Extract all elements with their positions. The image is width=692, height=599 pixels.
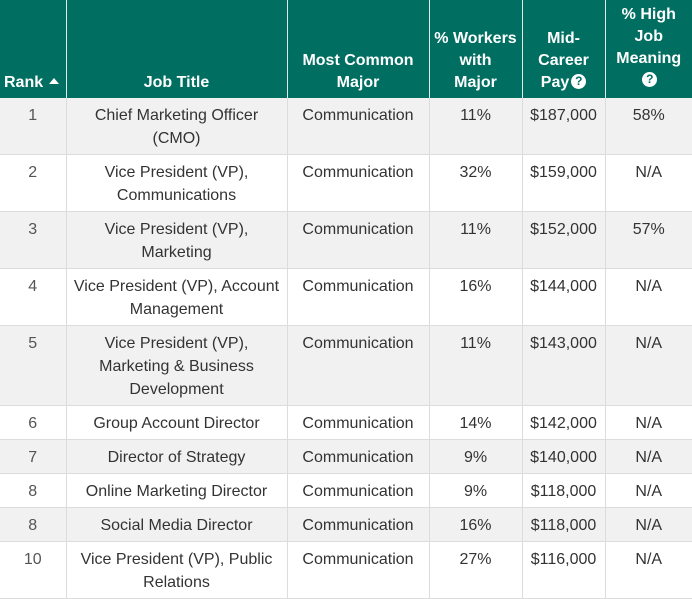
pay-cell: $118,000 <box>522 507 606 542</box>
workers-cell: 11% <box>429 211 523 269</box>
rank-cell: 4 <box>0 268 67 326</box>
job-title-cell: Director of Strategy <box>66 439 288 474</box>
pay-cell: $142,000 <box>522 405 606 440</box>
table-row: 1 Chief Marketing Officer (CMO) Communic… <box>0 98 692 155</box>
workers-cell: 9% <box>429 439 523 474</box>
table-row: 4 Vice President (VP), Account Managemen… <box>0 268 692 326</box>
workers-header-line: % Workers <box>434 30 517 47</box>
pay-cell: $159,000 <box>522 154 606 212</box>
table-row: 8 Online Marketing Director Communicatio… <box>0 473 692 508</box>
pay-header-line: Career <box>538 52 589 69</box>
workers-cell: 11% <box>429 98 523 155</box>
major-cell: Communication <box>287 98 430 155</box>
job-title-cell: Vice President (VP), Public Relations <box>66 541 288 599</box>
sort-ascending-icon[interactable] <box>49 77 60 84</box>
job-title-header[interactable]: Job Title <box>66 0 288 98</box>
meaning-cell: N/A <box>605 473 692 508</box>
table-row: 7 Director of Strategy Communication 9% … <box>0 439 692 474</box>
pay-cell: $116,000 <box>522 541 606 599</box>
job-title-header-label: Job Title <box>143 74 210 91</box>
table-row: 3 Vice President (VP), Marketing Communi… <box>0 211 692 269</box>
workers-cell: 16% <box>429 507 523 542</box>
meaning-cell: 57% <box>605 211 692 269</box>
pay-cell: $187,000 <box>522 98 606 155</box>
meaning-header-line: Meaning <box>616 50 682 67</box>
table-row: 2 Vice President (VP), Communications Co… <box>0 154 692 212</box>
major-header-line: Major <box>336 74 380 91</box>
rank-cell: 3 <box>0 211 67 269</box>
job-title-cell: Vice President (VP), Account Management <box>66 268 288 326</box>
table-row: 6 Group Account Director Communication 1… <box>0 405 692 440</box>
job-title-cell: Vice President (VP), Marketing & Busines… <box>66 325 288 406</box>
major-cell: Communication <box>287 268 430 326</box>
pay-header[interactable]: Mid- Career Pay? <box>522 0 606 98</box>
workers-header-line: Major <box>454 74 497 91</box>
header-row: Rank Job Title Most Common Major % Worker… <box>0 0 692 98</box>
rank-cell: 2 <box>0 154 67 212</box>
meaning-header-line: Job <box>634 28 663 45</box>
rank-cell: 1 <box>0 98 67 155</box>
meaning-cell: N/A <box>605 541 692 599</box>
job-title-cell: Vice President (VP), Communications <box>66 154 288 212</box>
pay-help-icon[interactable]: ? <box>571 74 587 90</box>
meaning-cell: N/A <box>605 507 692 542</box>
workers-cell: 32% <box>429 154 523 212</box>
meaning-cell: N/A <box>605 154 692 212</box>
rank-header[interactable]: Rank <box>0 0 67 98</box>
rank-cell: 8 <box>0 507 67 542</box>
pay-cell: $144,000 <box>522 268 606 326</box>
job-title-cell: Online Marketing Director <box>66 473 288 508</box>
meaning-header-line: % High <box>621 6 676 23</box>
rank-cell: 5 <box>0 325 67 406</box>
table-row: 10 Vice President (VP), Public Relations… <box>0 541 692 599</box>
job-title-cell: Group Account Director <box>66 405 288 440</box>
table-row: 8 Social Media Director Communication 16… <box>0 507 692 542</box>
workers-header-line: with <box>459 52 492 69</box>
workers-cell: 11% <box>429 325 523 406</box>
rank-cell: 6 <box>0 405 67 440</box>
major-header-line: Most Common <box>302 52 414 69</box>
meaning-cell: N/A <box>605 325 692 406</box>
major-cell: Communication <box>287 325 430 406</box>
pay-cell: $143,000 <box>522 325 606 406</box>
pay-header-line: Mid- <box>547 30 580 47</box>
pay-header-line: Pay <box>540 74 570 91</box>
workers-cell: 16% <box>429 268 523 326</box>
job-title-cell: Social Media Director <box>66 507 288 542</box>
workers-cell: 27% <box>429 541 523 599</box>
meaning-cell: 58% <box>605 98 692 155</box>
major-cell: Communication <box>287 473 430 508</box>
major-cell: Communication <box>287 405 430 440</box>
job-title-cell: Chief Marketing Officer (CMO) <box>66 98 288 155</box>
pay-cell: $118,000 <box>522 473 606 508</box>
pay-cell: $140,000 <box>522 439 606 474</box>
rank-cell: 10 <box>0 541 67 599</box>
major-cell: Communication <box>287 439 430 474</box>
meaning-header[interactable]: % High Job Meaning? <box>605 0 692 98</box>
major-cell: Communication <box>287 154 430 212</box>
workers-cell: 14% <box>429 405 523 440</box>
major-cell: Communication <box>287 211 430 269</box>
meaning-cell: N/A <box>605 405 692 440</box>
rank-header-label: Rank <box>4 74 44 91</box>
workers-cell: 9% <box>429 473 523 508</box>
meaning-cell: N/A <box>605 268 692 326</box>
major-cell: Communication <box>287 541 430 599</box>
table-body: 1 Chief Marketing Officer (CMO) Communic… <box>0 98 692 599</box>
rank-cell: 7 <box>0 439 67 474</box>
meaning-help-icon[interactable]: ? <box>642 72 658 88</box>
workers-header[interactable]: % Workers with Major <box>429 0 523 98</box>
pay-cell: $152,000 <box>522 211 606 269</box>
major-cell: Communication <box>287 507 430 542</box>
job-title-cell: Vice President (VP), Marketing <box>66 211 288 269</box>
major-header[interactable]: Most Common Major <box>287 0 430 98</box>
meaning-cell: N/A <box>605 439 692 474</box>
table-row: 5 Vice President (VP), Marketing & Busin… <box>0 325 692 406</box>
table-header: Rank Job Title Most Common Major % Worker… <box>0 0 692 98</box>
rank-cell: 8 <box>0 473 67 508</box>
